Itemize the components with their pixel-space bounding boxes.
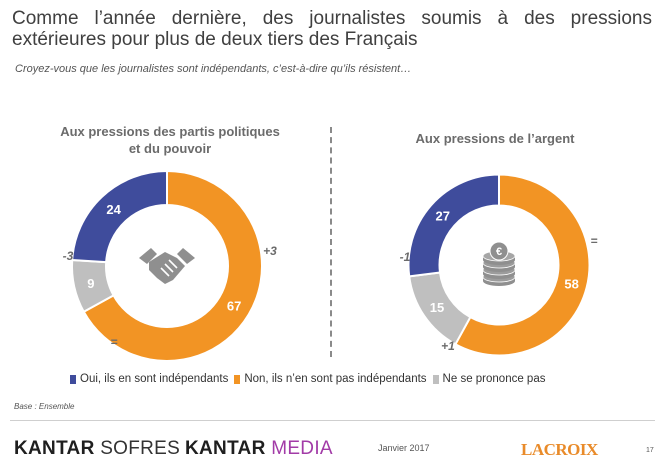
question-subtitle: Croyez-vous que les journalistes sont in… <box>15 63 412 75</box>
change-label-nsp-chart-1: = <box>110 335 117 349</box>
value-label-nsp-chart-2: 15 <box>430 300 444 315</box>
legend-swatch-non <box>234 374 241 384</box>
chart-title-politics: Aux pressions des partis politiques et d… <box>60 124 280 156</box>
legend-label-nsp: Ne se prononce pas <box>442 373 546 385</box>
legend-item-non: Non, ils n’en sont pas indépendants <box>234 373 427 385</box>
base-note: Base : Ensemble <box>14 402 75 411</box>
slice-oui-chart-2 <box>407 173 500 278</box>
legend-swatch-oui <box>70 374 76 384</box>
value-label-nsp-chart-1: 9 <box>87 276 94 291</box>
kantar-sofres-logo: KANTAR SOFRES <box>14 438 180 460</box>
coins-icon: € <box>469 235 529 295</box>
change-label-oui-chart-1: -3 <box>63 249 74 263</box>
change-label-non-chart-1: +3 <box>263 244 277 258</box>
value-label-oui-chart-2: 27 <box>436 208 450 223</box>
kantar-sofres-logo-light: SOFRES <box>100 438 181 459</box>
footer-date: Janvier 2017 <box>378 443 430 453</box>
page-title: Comme l’année dernière, des journalistes… <box>12 8 652 50</box>
footer-rule <box>10 420 655 421</box>
handshake-icon <box>133 232 201 300</box>
kantar-sofres-logo-bold: KANTAR <box>14 438 95 459</box>
page-number: 17 <box>646 447 654 454</box>
slice-non-chart-1 <box>82 169 263 362</box>
kantar-media-logo: KANTAR MEDIA <box>185 438 333 460</box>
change-label-oui-chart-2: -1 <box>400 250 411 264</box>
la-croix-logo: LACROIX <box>521 440 598 459</box>
legend-item-oui: Oui, ils en sont indépendants <box>70 373 228 385</box>
value-label-oui-chart-1: 24 <box>106 202 121 217</box>
value-label-non-chart-2: 58 <box>564 277 578 292</box>
slice-oui-chart-1 <box>71 169 168 264</box>
dashed-divider <box>330 127 332 357</box>
change-label-nsp-chart-2: +1 <box>441 339 455 353</box>
legend-label-oui: Oui, ils en sont indépendants <box>80 373 229 385</box>
legend-label-non: Non, ils n’en sont pas indépendants <box>244 373 427 385</box>
svg-text:€: € <box>496 246 502 258</box>
kantar-media-logo-light: MEDIA <box>271 438 333 459</box>
legend-swatch-nsp <box>432 374 439 384</box>
legend: Oui, ils en sont indépendants Non, ils n… <box>70 373 545 385</box>
value-label-non-chart-1: 67 <box>227 299 241 314</box>
legend-item-nsp: Ne se prononce pas <box>432 373 546 385</box>
kantar-media-logo-bold: KANTAR <box>185 438 266 459</box>
slice-non-chart-2 <box>454 173 591 357</box>
change-label-non-chart-2: = <box>590 234 597 248</box>
chart-title-money: Aux pressions de l’argent <box>415 131 575 146</box>
